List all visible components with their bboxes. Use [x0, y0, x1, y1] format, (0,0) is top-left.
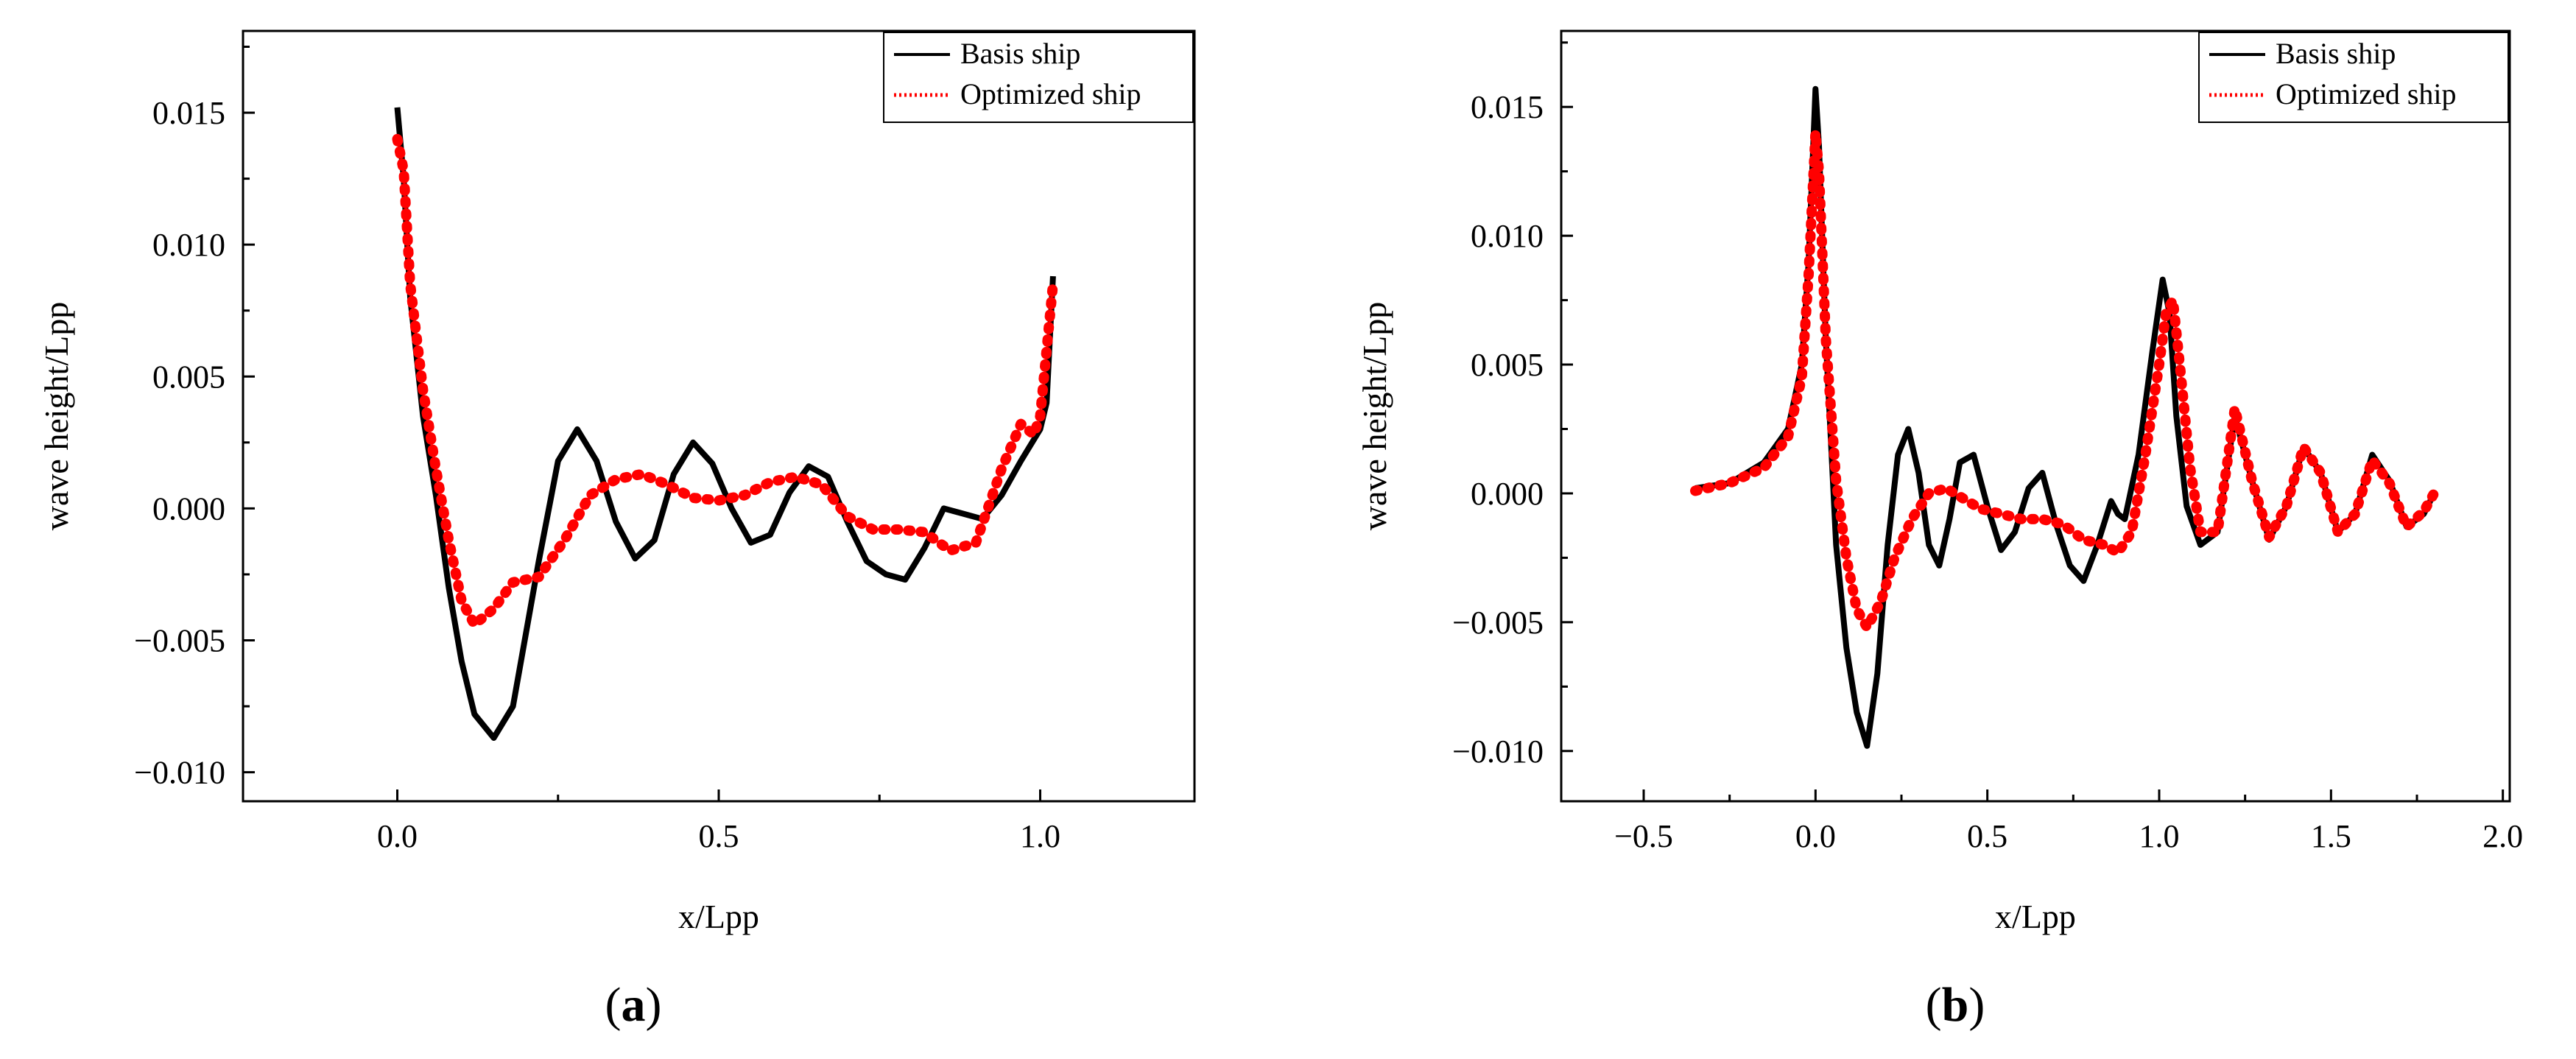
y-tick-label: −0.010 — [134, 755, 225, 791]
series-group — [1690, 85, 2440, 749]
chart-panel-b: −0.5 0.0 0.5 1.0 1.5 2.0 −0.010 −0.005 0.000 0.00… — [1356, 29, 2523, 1032]
y-tick-label: 0.010 — [152, 227, 225, 263]
x-tick-label: 0.0 — [377, 818, 418, 854]
y-tick-label: −0.005 — [134, 622, 225, 658]
y-tick-label: 0.010 — [1471, 218, 1544, 254]
x-tick-label: 0.0 — [1795, 818, 1836, 854]
x-tick-label: 1.0 — [1020, 818, 1060, 854]
legend-box — [2198, 32, 2509, 123]
legend: Basis ship Optimized ship — [883, 32, 1194, 123]
plot-frame — [242, 29, 1196, 803]
x-tick-label: 1.0 — [2139, 818, 2180, 854]
x-tick-label: 1.5 — [2311, 818, 2351, 854]
x-tick-label: 0.5 — [699, 818, 739, 854]
series-group — [392, 107, 1058, 741]
x-tick-label: 2.0 — [2482, 818, 2523, 854]
y-tick-label: 0.005 — [1471, 347, 1544, 383]
series-line-optimized-ship — [1690, 127, 2440, 633]
y-tick-label: −0.005 — [1452, 605, 1544, 641]
x-tick-label: −0.5 — [1614, 818, 1673, 854]
y-tick-label: 0.005 — [152, 359, 225, 395]
y-tick-label: 0.000 — [152, 490, 225, 527]
panel-label: (a) — [605, 978, 662, 1032]
y-tick-label: 0.015 — [152, 95, 225, 131]
series-line-basis-ship — [394, 107, 1056, 741]
y-tick-label: −0.010 — [1452, 733, 1544, 770]
legend-label: Optimized ship — [960, 77, 1141, 110]
y-tick-label: 0.015 — [1471, 89, 1544, 125]
y-tick-label: 0.000 — [1471, 476, 1544, 512]
series-line-basis-ship — [1695, 85, 2437, 749]
panel-label: (b) — [1926, 978, 1985, 1032]
legend-label: Basis ship — [960, 37, 1080, 70]
y-axis-title: wave height/Lpp — [38, 302, 75, 530]
x-axis-title: x/Lpp — [1995, 898, 2076, 935]
legend-box — [883, 32, 1194, 123]
chart-panel-a: 0.0 0.5 1.0 −0.010 −0.005 0.000 0.005 0.010 0.01… — [38, 29, 1196, 1032]
legend-label: Basis ship — [2276, 37, 2396, 70]
y-axis-title: wave height/Lpp — [1356, 302, 1393, 530]
legend-label: Optimized ship — [2276, 77, 2457, 110]
x-axis-title: x/Lpp — [678, 898, 759, 935]
legend: Basis ship Optimized ship — [2198, 32, 2509, 123]
x-tick-label: 0.5 — [1967, 818, 2007, 854]
plot-frame — [1560, 29, 2511, 803]
series-line-optimized-ship — [392, 133, 1058, 630]
